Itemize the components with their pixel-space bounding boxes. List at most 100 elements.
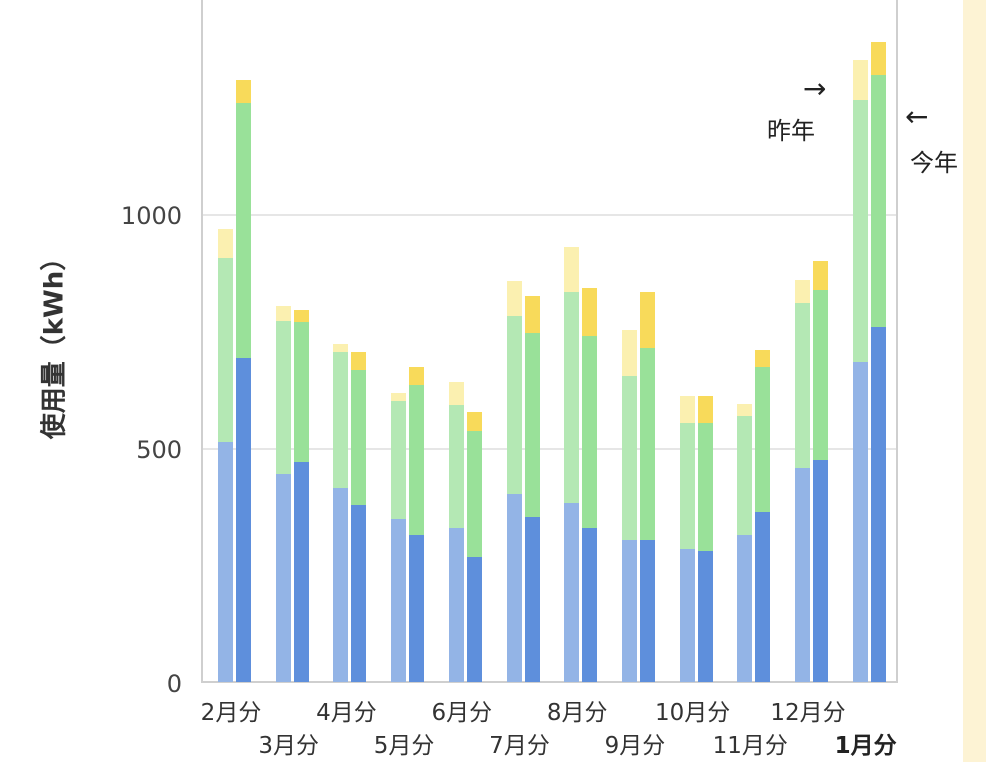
bar-segment-3 — [737, 404, 753, 416]
bar-segment-3 — [391, 392, 407, 401]
bar-segment-3 — [524, 295, 540, 333]
last-year-label: 昨年 — [767, 117, 815, 145]
bar-this-year — [236, 79, 251, 682]
bar-this-year — [697, 396, 713, 682]
bar-segment-1 — [852, 362, 868, 682]
bar-segment-2 — [564, 292, 580, 504]
x-tick-label: 5月分 — [373, 733, 435, 759]
bar-segment-1 — [218, 441, 233, 682]
bar-segment-3 — [582, 287, 598, 336]
bar-segment-1 — [236, 357, 251, 682]
bar-this-year — [351, 351, 367, 682]
bar-segment-1 — [506, 493, 522, 682]
bar-this-year — [409, 366, 425, 682]
gridline-1000 — [203, 214, 896, 216]
bar-segment-3 — [795, 279, 810, 304]
bar-segment-3 — [870, 42, 886, 75]
bar-segment-2 — [293, 321, 309, 463]
x-tick-label: 6月分 — [431, 700, 493, 726]
x-tick-label: 7月分 — [489, 733, 550, 759]
bar-segment-2 — [582, 335, 598, 528]
bar-segment-3 — [218, 229, 233, 258]
bar-segment-2 — [524, 332, 540, 518]
bar-segment-3 — [755, 349, 771, 367]
bar-last-year — [679, 396, 695, 682]
last-year-arrow-icon: → — [803, 72, 827, 105]
bar-segment-2 — [755, 366, 771, 512]
bar-segment-2 — [737, 415, 753, 535]
bar-last-year — [391, 392, 407, 682]
bar-segment-1 — [795, 468, 810, 682]
x-tick-label: 3月分 — [258, 733, 320, 759]
bar-segment-1 — [524, 517, 540, 682]
side-panel-background — [963, 0, 986, 762]
bar-segment-1 — [466, 556, 482, 682]
bar-segment-2 — [621, 376, 637, 541]
bar-segment-1 — [813, 460, 828, 682]
bar-segment-2 — [795, 303, 810, 469]
bar-segment-3 — [813, 261, 828, 290]
bar-segment-1 — [697, 551, 713, 682]
bar-this-year — [813, 261, 828, 682]
bar-segment-3 — [621, 329, 637, 377]
bar-segment-2 — [852, 100, 868, 363]
bar-last-year — [448, 382, 464, 682]
bar-this-year — [582, 287, 598, 682]
bar-segment-2 — [236, 102, 251, 358]
bar-segment-3 — [275, 306, 291, 321]
bar-segment-3 — [409, 366, 425, 385]
gridline-500 — [203, 448, 896, 450]
x-tick-label: 10月分 — [654, 700, 731, 726]
bar-segment-1 — [639, 540, 655, 682]
bar-segment-2 — [813, 289, 828, 461]
bar-this-year — [524, 295, 540, 682]
bar-segment-1 — [582, 527, 598, 682]
bar-segment-1 — [870, 327, 886, 682]
bar-segment-3 — [351, 351, 367, 371]
y-tick-500: 500 — [136, 436, 182, 464]
bar-segment-1 — [293, 462, 309, 682]
bar-segment-1 — [333, 487, 349, 682]
bar-segment-1 — [448, 527, 464, 682]
bar-segment-2 — [218, 257, 233, 442]
bar-segment-2 — [466, 430, 482, 557]
bar-segment-1 — [564, 503, 580, 682]
bar-last-year — [564, 246, 580, 682]
bar-this-year — [293, 309, 309, 682]
bar-segment-3 — [293, 309, 309, 322]
bar-last-year — [621, 329, 637, 682]
bar-this-year — [755, 349, 771, 682]
y-tick-0: 0 — [166, 670, 182, 698]
bar-this-year — [870, 42, 886, 682]
bar-last-year — [275, 306, 291, 682]
bar-segment-2 — [679, 422, 695, 549]
bar-last-year — [795, 279, 810, 682]
bar-this-year — [639, 292, 655, 682]
bar-segment-3 — [564, 246, 580, 293]
bar-last-year — [333, 343, 349, 682]
y-axis-label: 使用量（kWh） — [39, 244, 70, 440]
x-tick-label: 12月分 — [770, 700, 846, 726]
bar-segment-1 — [275, 473, 291, 682]
bar-segment-1 — [391, 519, 407, 682]
bar-segment-2 — [448, 405, 464, 528]
bar-segment-3 — [639, 292, 655, 349]
bar-last-year — [852, 59, 868, 682]
this-year-label: 今年 — [910, 149, 958, 177]
bar-segment-2 — [275, 321, 291, 474]
bar-segment-3 — [852, 59, 868, 101]
x-tick-label: 4月分 — [316, 700, 377, 726]
x-tick-label: 9月分 — [604, 733, 666, 759]
bar-segment-1 — [737, 534, 753, 682]
x-tick-label: 2月分 — [200, 700, 262, 726]
bar-segment-2 — [870, 74, 886, 328]
bar-segment-2 — [409, 384, 425, 535]
bar-segment-2 — [391, 400, 407, 520]
bar-segment-2 — [351, 370, 367, 505]
x-tick-label: 8月分 — [546, 700, 608, 726]
bar-segment-3 — [236, 79, 251, 103]
bar-last-year — [218, 229, 233, 682]
bar-segment-1 — [679, 548, 695, 682]
bar-segment-3 — [448, 382, 464, 406]
bar-segment-3 — [466, 412, 482, 431]
